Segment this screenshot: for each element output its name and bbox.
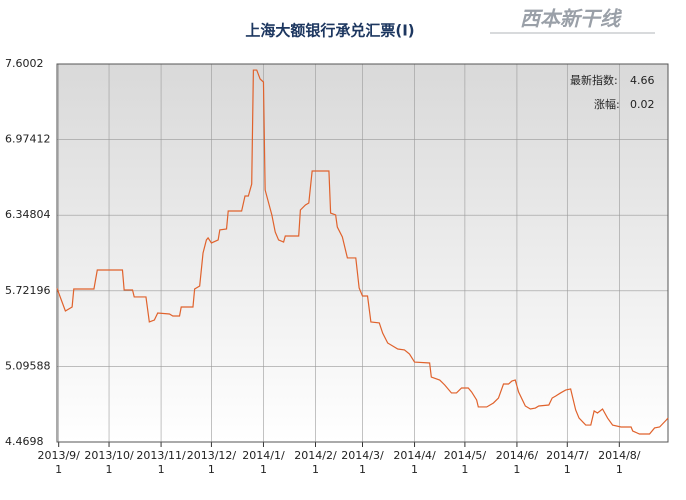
y-tick-label: 6.34804	[5, 208, 51, 221]
line	[56, 69, 669, 435]
x-tick-label: 2014/7/1	[546, 449, 589, 476]
y-tick-label: 6.97412	[5, 133, 51, 146]
x-tick-label: 2014/1/1	[242, 449, 285, 476]
latest-label: 最新指数:	[570, 73, 618, 87]
x-tick-label: 2014/6/1	[496, 449, 539, 476]
y-tick-label: 5.09588	[5, 359, 51, 372]
x-tick-label: 2013/9/1	[37, 449, 80, 476]
change-label: 涨幅:	[594, 98, 620, 111]
x-tick-label: 2013/12/1	[187, 449, 237, 476]
x-tick-label: 2014/4/1	[393, 449, 436, 476]
x-tick-label: 2014/5/1	[444, 449, 487, 476]
x-tick-label: 2014/2/1	[294, 449, 337, 476]
y-tick-label: 4.4698	[5, 435, 44, 448]
y-tick-label: 7.6002	[5, 57, 44, 70]
logo: 西本新干线	[520, 7, 623, 31]
x-tick-label: 2013/11/1	[136, 449, 186, 476]
x-tick-label: 2013/10/1	[84, 449, 134, 476]
plot-frame	[56, 63, 669, 443]
latest-value: 4.66	[630, 74, 655, 87]
x-tick-label: 2014/3/1	[341, 449, 384, 476]
change-value: 0.02	[630, 98, 655, 111]
chart-title: 上海大额银行承兑汇票(Ⅰ)	[245, 22, 414, 40]
x-tick-label: 2014/8/1	[598, 449, 641, 476]
y-tick-label: 5.72196	[5, 284, 51, 297]
